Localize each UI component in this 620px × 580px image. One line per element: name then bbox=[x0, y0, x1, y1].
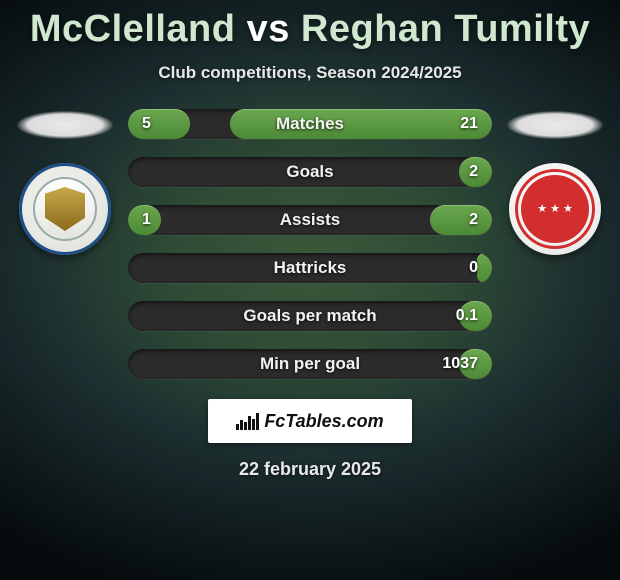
stat-bar: 0Hattricks bbox=[128, 253, 492, 283]
stat-label: Min per goal bbox=[128, 349, 492, 379]
stat-fill-left bbox=[128, 109, 190, 139]
main-row: 521Matches 2Goals 12Assists 0Hattricks 0.1Go… bbox=[0, 109, 620, 379]
right-side: ★★★ bbox=[496, 109, 614, 255]
stat-label: Goals per match bbox=[128, 301, 492, 331]
stat-fill-right bbox=[459, 157, 492, 187]
stat-value-left bbox=[128, 349, 156, 379]
stat-bars: 521Matches 2Goals 12Assists 0Hattricks 0.1Go… bbox=[124, 109, 496, 379]
stat-fill-right bbox=[230, 109, 492, 139]
date-text: 22 february 2025 bbox=[0, 459, 620, 480]
player2-name: Reghan Tumilty bbox=[301, 8, 590, 50]
stat-value-left bbox=[128, 157, 156, 187]
comparison-card: McClelland vs Reghan Tumilty Club compet… bbox=[0, 0, 620, 580]
stat-fill-right bbox=[430, 205, 492, 235]
player1-name: McClelland bbox=[30, 8, 236, 50]
stat-label: Goals bbox=[128, 157, 492, 187]
team-crest-left-icon bbox=[45, 187, 85, 231]
player2-shadow bbox=[507, 111, 603, 139]
team-badge-right: ★★★ bbox=[509, 163, 601, 255]
crest-stars-icon: ★★★ bbox=[537, 204, 573, 215]
stat-value-left bbox=[128, 253, 156, 283]
stat-bar: 1037Min per goal bbox=[128, 349, 492, 379]
stat-fill-left bbox=[128, 205, 161, 235]
player1-shadow bbox=[17, 111, 113, 139]
brand-box[interactable]: FcTables.com bbox=[208, 399, 412, 443]
stat-bar: 12Assists bbox=[128, 205, 492, 235]
stat-bar: 521Matches bbox=[128, 109, 492, 139]
left-side bbox=[6, 109, 124, 255]
stat-label: Hattricks bbox=[128, 253, 492, 283]
stat-value-left bbox=[128, 301, 156, 331]
stat-bar: 0.1Goals per match bbox=[128, 301, 492, 331]
stat-fill-right bbox=[477, 253, 492, 283]
page-title: McClelland vs Reghan Tumilty bbox=[0, 8, 620, 51]
vs-separator: vs bbox=[247, 8, 290, 50]
stat-bar: 2Goals bbox=[128, 157, 492, 187]
brand-chart-icon bbox=[236, 412, 258, 430]
stat-fill-right bbox=[459, 349, 492, 379]
brand-text: FcTables.com bbox=[264, 411, 383, 432]
stat-fill-right bbox=[459, 301, 492, 331]
team-badge-left bbox=[19, 163, 111, 255]
subtitle: Club competitions, Season 2024/2025 bbox=[0, 63, 620, 83]
team-crest-right-icon: ★★★ bbox=[521, 175, 589, 243]
